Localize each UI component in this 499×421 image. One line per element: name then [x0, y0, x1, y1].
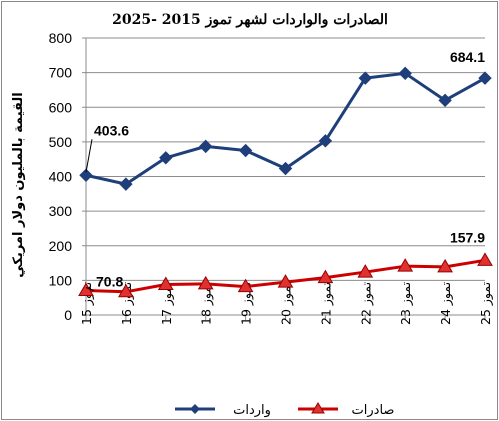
data-point-triangle	[157, 276, 174, 291]
x-tick-label: تموز 23	[398, 281, 414, 325]
series-markers	[78, 66, 493, 298]
chart-title: الصادرات والواردات لشهر تموز 2015 -2025	[112, 12, 388, 28]
data-point-diamond	[318, 134, 333, 148]
data-labels: 403.6 684.1 70.8 157.9	[85, 49, 485, 291]
legend-label: صادرات	[352, 403, 395, 418]
gridlines	[86, 37, 485, 281]
data-label-leader	[85, 287, 95, 291]
y-tick-label: 700	[49, 65, 73, 81]
data-point-diamond	[159, 151, 173, 165]
data-label: 403.6	[94, 122, 129, 138]
x-tick-label: تموز 24	[438, 281, 454, 325]
x-tick-label: تموز 17	[159, 281, 175, 325]
data-point-triangle	[277, 274, 294, 288]
data-point-diamond	[198, 139, 213, 154]
legend: واردات صادرات	[175, 402, 395, 418]
x-tick-label: تموز 21	[318, 281, 334, 325]
data-label: 157.9	[450, 229, 485, 245]
x-tick-label: تموز 25	[478, 281, 494, 325]
y-tick-label: 500	[49, 134, 73, 150]
y-tick-label: 0	[64, 307, 72, 323]
y-tick-labels: 0 100 200 300 400 500 600 700 800	[49, 30, 73, 323]
data-point-triangle	[357, 264, 374, 278]
data-point-diamond	[478, 71, 492, 85]
data-point-diamond	[438, 93, 452, 108]
data-point-triangle	[437, 258, 453, 273]
data-label-leader	[85, 139, 93, 173]
legend-label: واردات	[233, 403, 271, 418]
data-point-triangle	[477, 252, 493, 266]
data-point-triangle	[78, 282, 94, 296]
data-point-diamond	[278, 161, 293, 176]
x-tick-label: تموز 18	[199, 281, 215, 325]
y-tick-label: 400	[49, 169, 73, 185]
data-point-diamond	[398, 66, 412, 81]
data-label: 70.8	[96, 273, 123, 289]
y-tick-label: 600	[49, 99, 73, 115]
legend-marker-diamond	[190, 404, 200, 414]
data-point-triangle	[397, 258, 414, 272]
x-tick-label: تموز 20	[279, 281, 295, 325]
legend-marker-triangle	[311, 402, 325, 414]
y-tick-label: 100	[49, 272, 73, 288]
y-tick-label: 800	[49, 30, 73, 46]
data-point-triangle	[118, 283, 134, 298]
data-point-triangle	[317, 269, 334, 284]
data-point-diamond	[238, 143, 253, 158]
series-lines	[85, 71, 486, 294]
y-axis-label: القيمة بالمليون دولار امريكي	[11, 92, 26, 278]
y-tick-label: 200	[49, 238, 73, 254]
data-label: 684.1	[450, 49, 485, 65]
x-tick-label: تموز 19	[239, 281, 255, 325]
data-point-triangle	[237, 278, 254, 293]
data-point-diamond	[79, 168, 93, 182]
x-tick-label: تموز 22	[358, 281, 374, 325]
y-tick-label: 300	[49, 203, 73, 219]
data-point-diamond	[358, 71, 373, 85]
data-point-triangle	[197, 275, 214, 290]
data-point-diamond	[119, 177, 133, 191]
